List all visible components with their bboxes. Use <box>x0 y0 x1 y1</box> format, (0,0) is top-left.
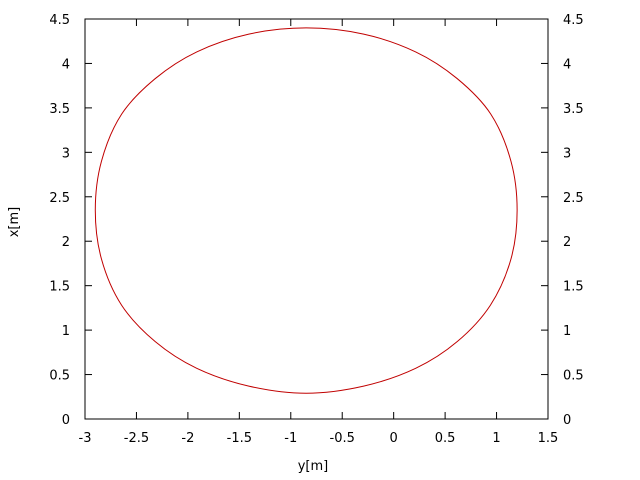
x-tick-label: -2.5 <box>124 431 149 446</box>
y-tick-label-right: 4.5 <box>563 13 584 28</box>
y-tick-label-left: 3.5 <box>49 102 70 117</box>
y-tick-label-right: 2 <box>563 235 571 250</box>
y-tick-label-left: 1.5 <box>49 280 70 295</box>
y-tick-label-right: 1.5 <box>563 280 584 295</box>
series-line <box>94 27 518 394</box>
plot-frame <box>84 18 549 420</box>
x-axis-ticks: -3 -2.5 -2 -1.5 -1 -0.5 0 0.5 1 1.5 <box>79 19 559 446</box>
y-tick-label-left: 0 <box>62 413 70 428</box>
y-tick-label-left: 2.5 <box>49 191 70 206</box>
x-axis-label: y[m] <box>298 459 329 474</box>
x-tick-label: 1 <box>492 431 500 446</box>
y-axis-ticks: 0 0 0.5 0.5 1 1 1.5 1.5 2 2 2.5 2.5 3 3 3.5 3.5 4 4 4.5 4.5 <box>49 13 583 428</box>
y-tick-label-left: 4 <box>62 57 70 72</box>
y-tick-label-left: 4.5 <box>49 13 70 28</box>
series-layer <box>94 27 518 394</box>
y-tick-label-left: 3 <box>62 146 70 161</box>
x-tick-label: -3 <box>79 431 92 446</box>
y-tick-label-left: 0.5 <box>49 369 70 384</box>
x-tick-label: 0 <box>390 431 398 446</box>
y-tick-label-right: 4 <box>563 57 571 72</box>
y-axis-label: x[m] <box>7 207 22 238</box>
y-tick-label-right: 3 <box>563 146 571 161</box>
y-tick-label-right: 3.5 <box>563 102 584 117</box>
y-tick-label-right: 1 <box>563 324 571 339</box>
x-tick-label: 1.5 <box>538 431 559 446</box>
x-tick-label: -2 <box>181 431 194 446</box>
x-tick-label: -1.5 <box>227 431 252 446</box>
x-tick-label: -0.5 <box>330 431 355 446</box>
y-tick-label-left: 1 <box>62 324 70 339</box>
y-tick-label-left: 2 <box>62 235 70 250</box>
plot-area: -3 -2.5 -2 -1.5 -1 -0.5 0 0.5 1 1.5 0 0 0.5 0.5 1 1 1.5… <box>49 13 583 446</box>
y-tick-label-right: 0.5 <box>563 369 584 384</box>
y-tick-label-right: 0 <box>563 413 571 428</box>
x-tick-label: 0.5 <box>435 431 456 446</box>
x-tick-label: -1 <box>284 431 297 446</box>
y-tick-label-right: 2.5 <box>563 191 584 206</box>
